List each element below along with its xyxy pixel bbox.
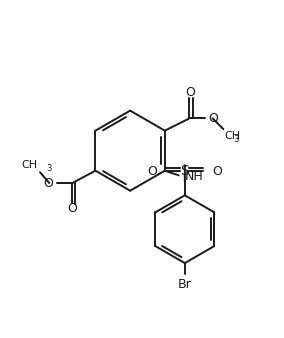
Text: O: O [212,165,222,178]
Text: NH: NH [185,170,204,183]
Text: O: O [43,176,53,190]
Text: CH: CH [224,131,240,141]
Text: O: O [185,87,195,99]
Text: O: O [67,202,77,215]
Text: Br: Br [178,279,192,291]
Text: O: O [147,165,157,178]
Text: CH: CH [22,160,38,170]
Text: 3: 3 [233,135,239,144]
Text: S: S [180,165,189,178]
Text: O: O [209,112,219,125]
Text: 3: 3 [46,164,52,173]
